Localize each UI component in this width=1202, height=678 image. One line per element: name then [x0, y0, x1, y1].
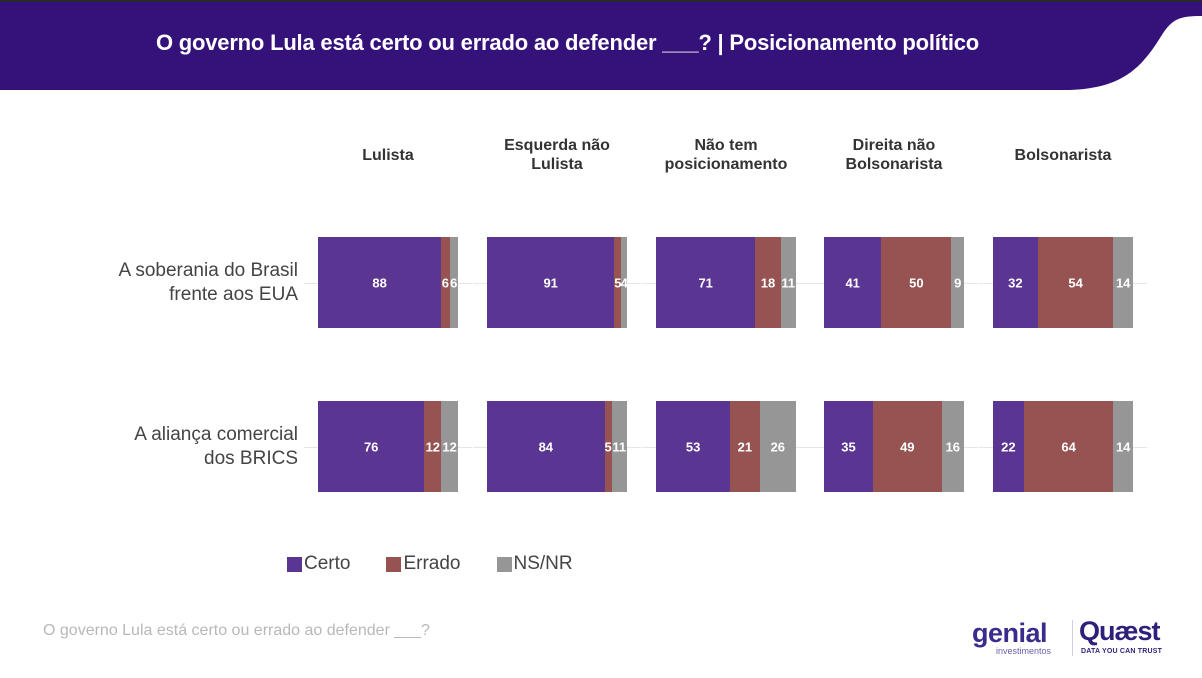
bar-segment-nsnr [1113, 401, 1133, 492]
data-label: 18 [760, 275, 776, 290]
data-label: 9 [954, 275, 962, 290]
data-label: 6 [441, 275, 450, 290]
data-label: 88 [372, 275, 387, 290]
bar-segment-errado [730, 401, 760, 492]
bar-segment-certo [656, 237, 756, 328]
panel-header: Lulista [362, 146, 414, 164]
bar-segment-nsnr [759, 401, 796, 492]
bar-segment-certo [824, 401, 873, 492]
legend-label: Certo [304, 553, 351, 574]
bar-segment-nsnr [951, 237, 964, 328]
bar-segment-nsnr [621, 237, 627, 328]
panel-header: Não tem posicionamento [664, 137, 788, 173]
data-label: 11 [612, 439, 627, 454]
data-label: 84 [538, 439, 554, 454]
header-banner [0, 2, 1202, 90]
data-label: 5 [614, 275, 622, 290]
data-label: 64 [1061, 439, 1076, 454]
data-label: 12 [425, 439, 441, 454]
data-label: 14 [1115, 439, 1131, 454]
data-label: 12 [442, 439, 457, 454]
bar-segment-certo [993, 401, 1024, 492]
data-label: 16 [945, 439, 961, 454]
quaest-logo-tagline: DATA YOU CAN TRUST [1081, 648, 1163, 655]
panel-header: Direita não Bolsonarista [845, 137, 943, 173]
bar-segment-errado [881, 237, 952, 328]
bar-segment-certo [993, 237, 1038, 328]
bar-segment-nsnr [941, 401, 964, 492]
bar-segment-nsnr [1113, 237, 1133, 328]
legend-swatch [496, 556, 512, 572]
data-label: 91 [543, 275, 558, 290]
bar-segment-nsnr [780, 237, 796, 328]
data-label: 49 [900, 439, 915, 454]
bar-segment-certo [487, 237, 615, 328]
bar-segment-nsnr [611, 401, 627, 492]
legend-item: Certo [287, 553, 350, 575]
genial-logo: genial [972, 618, 1048, 648]
bar-segment-errado [441, 237, 450, 328]
data-label: 35 [841, 439, 856, 454]
bar-segment-errado [755, 237, 781, 328]
category-label: A aliança comercial dos BRICS [134, 423, 298, 469]
data-label: 76 [363, 439, 379, 454]
bar-segment-nsnr [441, 401, 458, 492]
data-label: 26 [770, 439, 786, 454]
top-border [0, 0, 1202, 2]
bar-segment-certo [487, 401, 605, 492]
bar-segment-certo [318, 237, 442, 328]
data-label: 6 [450, 275, 458, 290]
data-label: 22 [1001, 439, 1016, 454]
data-label: 41 [845, 275, 860, 290]
data-label: 53 [685, 439, 701, 454]
legend: Certo Errado NS/NR [287, 553, 609, 575]
data-label: 21 [737, 439, 753, 454]
logo-divider [1072, 620, 1073, 656]
legend-swatch [386, 556, 402, 572]
page-title: O governo Lula está certo ou errado ao d… [155, 30, 980, 55]
legend-swatch [287, 556, 302, 572]
genial-logo-subtitle: investimentos [996, 646, 1052, 656]
data-label: 71 [698, 275, 713, 290]
data-label: 54 [1068, 275, 1083, 290]
bar-segment-errado [424, 401, 442, 492]
data-label: 50 [909, 275, 924, 290]
bar-segment-errado [1037, 237, 1114, 328]
bar-segment-errado [614, 237, 622, 328]
bar-segment-certo [318, 401, 425, 492]
data-label: 14 [1115, 275, 1131, 290]
bar-segment-errado [873, 401, 942, 492]
bar-segment-errado [604, 401, 612, 492]
bar-segment-certo [824, 237, 882, 328]
category-label: A soberania do Brasil frente aos EUA [118, 259, 298, 305]
bar-segment-nsnr [449, 237, 458, 328]
data-label: 4 [620, 275, 628, 290]
legend-label: NS/NR [513, 553, 573, 574]
bar-segment-certo [656, 401, 731, 492]
panel-header: Esquerda não Lulista [504, 137, 610, 173]
quaest-logo: Quæst [1079, 616, 1161, 646]
panel-header: Bolsonarista [1014, 146, 1112, 164]
bar-segment-errado [1023, 401, 1114, 492]
legend-label: Errado [403, 553, 461, 574]
legend-item: Errado [386, 553, 461, 575]
data-label: 32 [1008, 275, 1023, 290]
data-label: 11 [781, 275, 796, 290]
legend-item: NS/NR [496, 553, 573, 575]
footer-question: O governo Lula está certo ou errado ao d… [43, 622, 430, 639]
data-label: 5 [604, 439, 612, 454]
